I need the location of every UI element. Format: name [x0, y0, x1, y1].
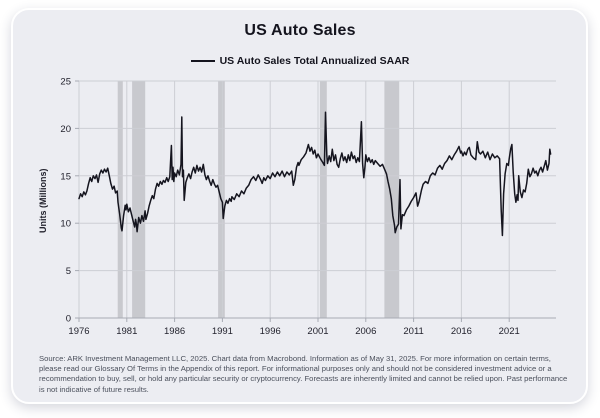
y-tick-label: 5 [66, 266, 71, 277]
x-tick-label: 2016 [451, 326, 472, 337]
recession-band [132, 81, 146, 318]
y-tick-label: 20 [60, 124, 71, 135]
x-tick-label: 1981 [116, 326, 137, 337]
y-tick-label: 0 [66, 314, 71, 325]
legend: US Auto Sales Total Annualized SAAR [0, 55, 600, 67]
y-tick-label: 10 [60, 219, 71, 230]
source-disclaimer-text: Source: ARK Investment Management LLC, 2… [39, 354, 568, 394]
series-line [78, 111, 552, 237]
legend-label: US Auto Sales Total Annualized SAAR [219, 55, 410, 67]
x-tick-label: 2021 [499, 326, 520, 337]
x-tick-label: 2011 [403, 326, 423, 337]
recession-band [319, 81, 327, 318]
recession-band [117, 81, 123, 318]
legend-line-swatch-icon [190, 60, 215, 62]
x-tick-label: 1996 [260, 326, 281, 337]
x-tick-label: 2001 [307, 326, 328, 337]
x-tick-label: 1976 [68, 326, 89, 337]
chart-card [11, 8, 588, 404]
x-tick-label: 2006 [355, 326, 376, 337]
y-tick-label: 25 [60, 77, 71, 88]
y-tick-label: 15 [60, 171, 71, 182]
page-title: US Auto Sales [244, 22, 356, 39]
x-tick-label: 1986 [164, 326, 185, 337]
x-tick-label: 1991 [212, 326, 233, 337]
